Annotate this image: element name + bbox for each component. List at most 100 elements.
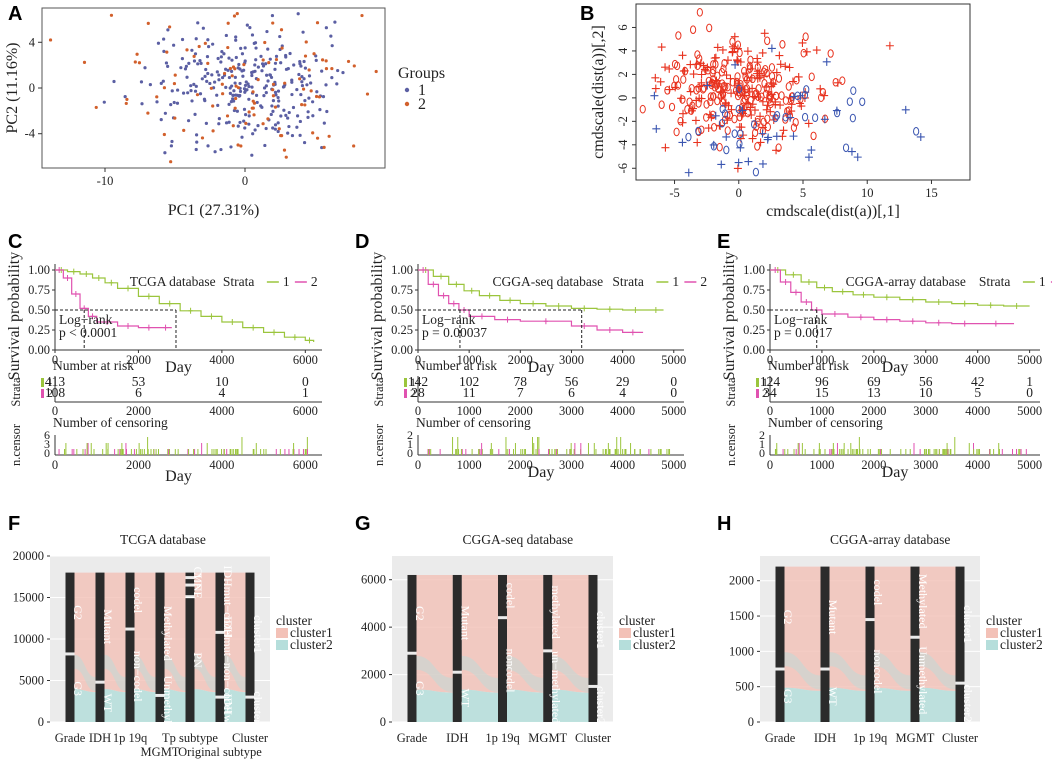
flow-cluster2 — [874, 687, 911, 722]
point-group-1 — [189, 84, 193, 88]
point-group-1 — [185, 75, 189, 79]
point-group-2 — [304, 40, 308, 44]
point-group-1 — [234, 93, 238, 97]
point-plus-red — [661, 63, 670, 72]
point-o-red — [729, 77, 736, 87]
risk-x-tick-label: 4000 — [965, 404, 990, 418]
point-group-1 — [311, 114, 315, 118]
point-group-1 — [250, 153, 254, 157]
y-tick-label: 0.50 — [743, 303, 765, 317]
point-plus-red — [693, 138, 702, 147]
censor-y-tick: 3 — [44, 437, 50, 451]
point-group-2 — [242, 63, 246, 67]
censor-mark-2 — [607, 327, 612, 333]
point-group-1 — [253, 69, 257, 73]
point-plus-blue — [853, 153, 862, 162]
censor-mark-1 — [633, 307, 638, 313]
risk-axis-label: Strata — [724, 377, 738, 407]
axis-category-label: Original subtype — [178, 745, 262, 759]
point-group-2 — [261, 122, 265, 126]
x-axis-label: Day — [165, 359, 192, 376]
point-group-1 — [204, 121, 208, 125]
y-tick-label: 0.25 — [28, 323, 50, 337]
panel-title: CGGA-array database — [830, 532, 950, 547]
legend-title: Groups — [398, 65, 445, 82]
point-o-red — [766, 90, 773, 100]
y-tick-label: 0.75 — [28, 283, 50, 297]
point-o-blue — [846, 97, 853, 106]
point-group-2 — [330, 66, 334, 71]
point-plus-red — [701, 66, 710, 75]
point-o-blue — [736, 139, 743, 149]
flow-ribbon — [507, 655, 544, 692]
point-group-2 — [235, 12, 239, 16]
point-o-red — [688, 106, 695, 115]
point-group-1 — [181, 91, 186, 95]
point-plus-red — [700, 65, 709, 74]
point-o-blue — [772, 113, 779, 123]
point-group-1 — [217, 78, 221, 82]
y-tick-label: 0.25 — [391, 323, 413, 337]
point-o-blue — [685, 132, 692, 142]
axis-category-label: IDH — [814, 731, 836, 745]
point-group-2 — [352, 144, 356, 148]
censor-mark-2 — [73, 291, 78, 297]
point-o-red — [754, 117, 761, 127]
point-group-1 — [254, 46, 258, 50]
panel-title: CGGA-array database — [846, 274, 966, 289]
axis-category-label: IDH — [446, 731, 468, 745]
point-group-1 — [244, 113, 248, 117]
stratum-bar — [95, 683, 105, 722]
point-group-1 — [277, 99, 281, 103]
point-group-1 — [243, 83, 248, 88]
point-group-1 — [186, 91, 190, 95]
point-group-1 — [269, 112, 273, 117]
point-group-1 — [241, 74, 245, 78]
point-group-1 — [318, 108, 322, 112]
point-group-1 — [292, 63, 296, 67]
point-group-2 — [226, 21, 230, 25]
point-o-blue — [718, 118, 726, 128]
point-plus-red — [779, 126, 788, 135]
p-value: p = 0.0017 — [774, 325, 832, 340]
point-plus-red — [747, 110, 756, 119]
point-plus-blue — [703, 81, 712, 90]
point-group-1 — [299, 92, 303, 97]
point-plus-red — [787, 100, 796, 109]
point-group-1 — [265, 29, 269, 34]
point-group-2 — [206, 61, 210, 66]
y-tick-label: 2000 — [729, 574, 754, 588]
point-group-2 — [233, 106, 237, 110]
risk-count: 5 — [974, 385, 981, 400]
point-plus-red — [721, 100, 730, 109]
point-group-1 — [196, 62, 200, 66]
censor-mark-1 — [307, 337, 312, 344]
stratum-label: IDHmut−codel — [221, 565, 235, 638]
point-group-1 — [193, 89, 198, 93]
point-group-1 — [224, 67, 228, 71]
stratum-label: cluster2 — [961, 684, 975, 722]
point-plus-red — [753, 54, 762, 63]
risk-count: 11 — [463, 385, 476, 400]
x-tick-label: 0 — [736, 186, 742, 200]
point-o-red — [722, 82, 729, 91]
point-plus-blue — [731, 60, 740, 69]
censor-x-axis-label: Day — [165, 468, 192, 485]
point-plus-red — [753, 67, 762, 76]
point-o-blue — [812, 113, 819, 123]
stratum-label: ME — [191, 572, 205, 590]
censor-mark-1 — [126, 285, 131, 292]
stratum-label: IDHwt — [221, 694, 235, 728]
point-group-1 — [243, 90, 247, 94]
flow-ribbon — [919, 652, 956, 690]
point-o-red — [793, 75, 800, 85]
point-o-red — [745, 101, 752, 111]
point-group-1 — [341, 70, 345, 75]
point-group-2 — [271, 94, 276, 98]
point-group-1 — [159, 118, 163, 122]
point-group-1 — [288, 51, 292, 56]
censor-axis-label: n.censor — [372, 423, 386, 466]
point-group-1 — [263, 143, 267, 148]
legend-swatch-cluster1 — [276, 628, 288, 638]
stratum-label: G3 — [781, 689, 795, 704]
